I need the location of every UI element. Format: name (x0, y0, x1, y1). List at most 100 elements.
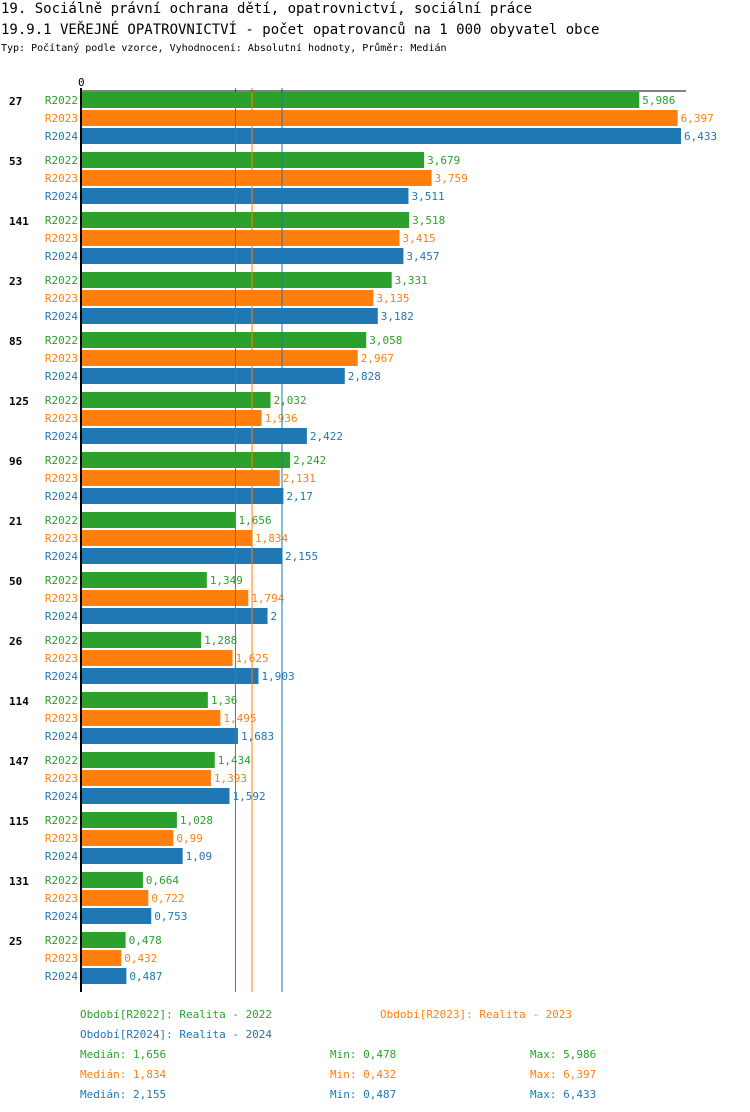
data-label: 1,592 (232, 790, 265, 803)
series-label: R2023 (45, 652, 78, 665)
series-label: R2023 (45, 112, 78, 125)
bar-r2022 (81, 812, 177, 828)
bar-r2023 (81, 710, 221, 726)
series-label: R2024 (45, 310, 78, 323)
data-label: 3,511 (411, 190, 444, 203)
bar-r2022 (81, 452, 291, 468)
bar-r2024 (81, 908, 152, 924)
max-r2022: Max: 5,986 (530, 1048, 597, 1061)
data-label: 0,722 (151, 892, 184, 905)
category-label: 26 (9, 635, 23, 648)
data-label: 3,457 (406, 250, 439, 263)
series-label: R2024 (45, 970, 78, 983)
chart-info: Typ: Počítaný podle vzorce, Vyhodnocení:… (1, 43, 447, 54)
min-r2023: Min: 0,432 (330, 1068, 397, 1081)
data-label: 3,182 (381, 310, 414, 323)
series-label: R2023 (45, 892, 78, 905)
category-label: 27 (9, 95, 22, 108)
series-label: R2022 (45, 934, 78, 947)
data-label: 3,679 (427, 154, 460, 167)
series-label: R2024 (45, 490, 78, 503)
bar-r2023 (81, 470, 280, 486)
min-r2024: Min: 0,487 (330, 1088, 397, 1101)
series-label: R2024 (45, 730, 78, 743)
bar-r2023 (81, 230, 400, 246)
series-label: R2022 (45, 334, 78, 347)
data-label: 6,397 (681, 112, 714, 125)
data-label: 0,478 (129, 934, 162, 947)
data-label: 1,834 (255, 532, 288, 545)
series-label: R2023 (45, 832, 78, 845)
data-label: 2 (271, 610, 278, 623)
legend-period-r2024: Období[R2024]: Realita - 2024 (80, 1028, 273, 1041)
data-label: 2,155 (285, 550, 318, 563)
bar-r2022 (81, 212, 410, 228)
bar-r2023 (81, 530, 253, 546)
bar-r2023 (81, 830, 174, 846)
series-label: R2022 (45, 214, 78, 227)
data-label: 1,794 (251, 592, 284, 605)
bar-r2022 (81, 632, 202, 648)
bar-r2024 (81, 788, 230, 804)
bar-r2023 (81, 410, 262, 426)
data-label: 3,135 (376, 292, 409, 305)
series-label: R2022 (45, 454, 78, 467)
series-label: R2022 (45, 694, 78, 707)
category-label: 53 (9, 155, 22, 168)
data-label: 1,434 (218, 754, 251, 767)
series-label: R2022 (45, 394, 78, 407)
bar-r2024 (81, 548, 282, 564)
series-label: R2022 (45, 814, 78, 827)
category-label: 50 (9, 575, 22, 588)
bar-r2024 (81, 248, 404, 264)
series-label: R2023 (45, 232, 78, 245)
series-label: R2024 (45, 130, 78, 143)
median-r2022: Medián: 1,656 (80, 1048, 167, 1061)
category-label: 85 (9, 335, 22, 348)
data-label: 0,432 (124, 952, 157, 965)
bar-r2022 (81, 692, 208, 708)
bar-r2022 (81, 332, 367, 348)
bar-r2023 (81, 170, 432, 186)
bar-r2022 (81, 752, 215, 768)
median-r2023: Medián: 1,834 (80, 1068, 167, 1081)
min-r2022: Min: 0,478 (330, 1048, 397, 1061)
bar-r2022 (81, 392, 271, 408)
category-label: 114 (9, 695, 29, 708)
data-label: 0,664 (146, 874, 179, 887)
chart-subtitle: 19.9.1 VEŘEJNÉ OPATROVNICTVÍ - počet opa… (1, 22, 600, 38)
category-label: 115 (9, 815, 29, 828)
data-label: 2,828 (348, 370, 381, 383)
data-label: 2,131 (283, 472, 316, 485)
median-r2024: Medián: 2,155 (80, 1088, 167, 1101)
bar-r2023 (81, 950, 122, 966)
category-label: 23 (9, 275, 22, 288)
series-label: R2023 (45, 352, 78, 365)
max-r2024: Max: 6,433 (530, 1088, 597, 1101)
series-label: R2024 (45, 190, 78, 203)
series-label: R2022 (45, 574, 78, 587)
data-label: 1,683 (241, 730, 274, 743)
series-label: R2024 (45, 250, 78, 263)
data-label: 0,753 (154, 910, 187, 923)
series-label: R2023 (45, 772, 78, 785)
bar-r2023 (81, 350, 358, 366)
bar-r2023 (81, 290, 374, 306)
data-label: 2,967 (361, 352, 394, 365)
series-label: R2022 (45, 94, 78, 107)
series-label: R2023 (45, 532, 78, 545)
category-label: 96 (9, 455, 23, 468)
data-label: 1,393 (214, 772, 247, 785)
bar-r2024 (81, 968, 127, 984)
series-label: R2024 (45, 910, 78, 923)
series-label: R2022 (45, 274, 78, 287)
category-label: 21 (9, 515, 23, 528)
data-label: 1,36 (211, 694, 238, 707)
bar-r2022 (81, 152, 425, 168)
series-label: R2022 (45, 514, 78, 527)
bar-r2022 (81, 272, 392, 288)
data-label: 2,422 (310, 430, 343, 443)
bar-chart: 0 27 R2022 5,986 R2023 6,397 R2024 6,433 53 R2022… (9, 76, 717, 992)
series-label: R2024 (45, 610, 78, 623)
data-label: 1,936 (265, 412, 298, 425)
